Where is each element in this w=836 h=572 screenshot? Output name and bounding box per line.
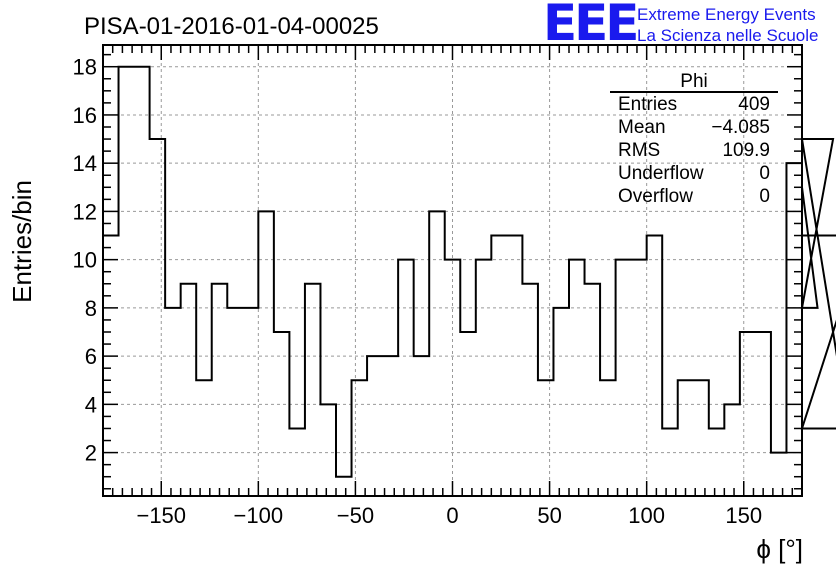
histogram-series (103, 65, 836, 478)
y-tick-label: 18 (73, 55, 97, 80)
x-tick-label: −100 (234, 503, 284, 528)
stats-box: Phi Entries 409 Mean −4.085 RMS 109.9 Underflo… (610, 71, 778, 207)
stats-value: −4.085 (711, 117, 770, 138)
x-tick-label: −150 (136, 503, 186, 528)
y-tick-label: 12 (73, 199, 97, 224)
stats-value: 0 (759, 186, 770, 207)
x-tick-label: 150 (725, 503, 762, 528)
eee-logo-text: Extreme Energy Events La Scienza nelle S… (637, 4, 818, 46)
y-axis-title: Entries/bin (7, 180, 37, 303)
x-tick-label: 50 (537, 503, 561, 528)
stats-value: 0 (759, 163, 770, 184)
stats-label: Underflow (618, 163, 704, 184)
stats-rows: Entries 409 Mean −4.085 RMS 109.9 Underflow 0 Ov… (618, 94, 770, 207)
eee-logo: EEE (543, 0, 639, 52)
y-tick-label: 14 (73, 151, 97, 176)
x-tick-label: 0 (446, 503, 458, 528)
y-tick-label: 6 (85, 344, 97, 369)
x-tick-label: −50 (337, 503, 374, 528)
y-tick-label: 2 (85, 441, 97, 466)
y-tick-label: 10 (73, 248, 97, 273)
x-axis-title: ϕ [°] (756, 534, 803, 564)
grid-lines (103, 45, 802, 496)
chart-title: PISA-01-2016-01-04-00025 (84, 13, 379, 40)
logo-line-1: Extreme Energy Events (637, 5, 816, 24)
y-tick-labels: 2 4 6 8 10 12 14 16 18 (73, 55, 97, 466)
y-tick-label: 16 (73, 103, 97, 128)
stats-label: RMS (618, 140, 660, 161)
stats-label: Mean (618, 117, 666, 138)
axis-ticks (103, 45, 802, 496)
logo-line-2: La Scienza nelle Scuole (637, 26, 819, 45)
stats-value: 109.9 (722, 140, 770, 161)
y-tick-label: 4 (85, 392, 97, 417)
stats-label: Entries (618, 94, 677, 115)
stats-value: 409 (738, 94, 770, 115)
x-tick-label: 100 (628, 503, 665, 528)
y-tick-label: 8 (85, 296, 97, 321)
stats-label: Overflow (618, 186, 693, 207)
x-tick-labels: −150 −100 −50 0 50 100 150 (136, 503, 762, 528)
stats-title: Phi (680, 71, 707, 92)
